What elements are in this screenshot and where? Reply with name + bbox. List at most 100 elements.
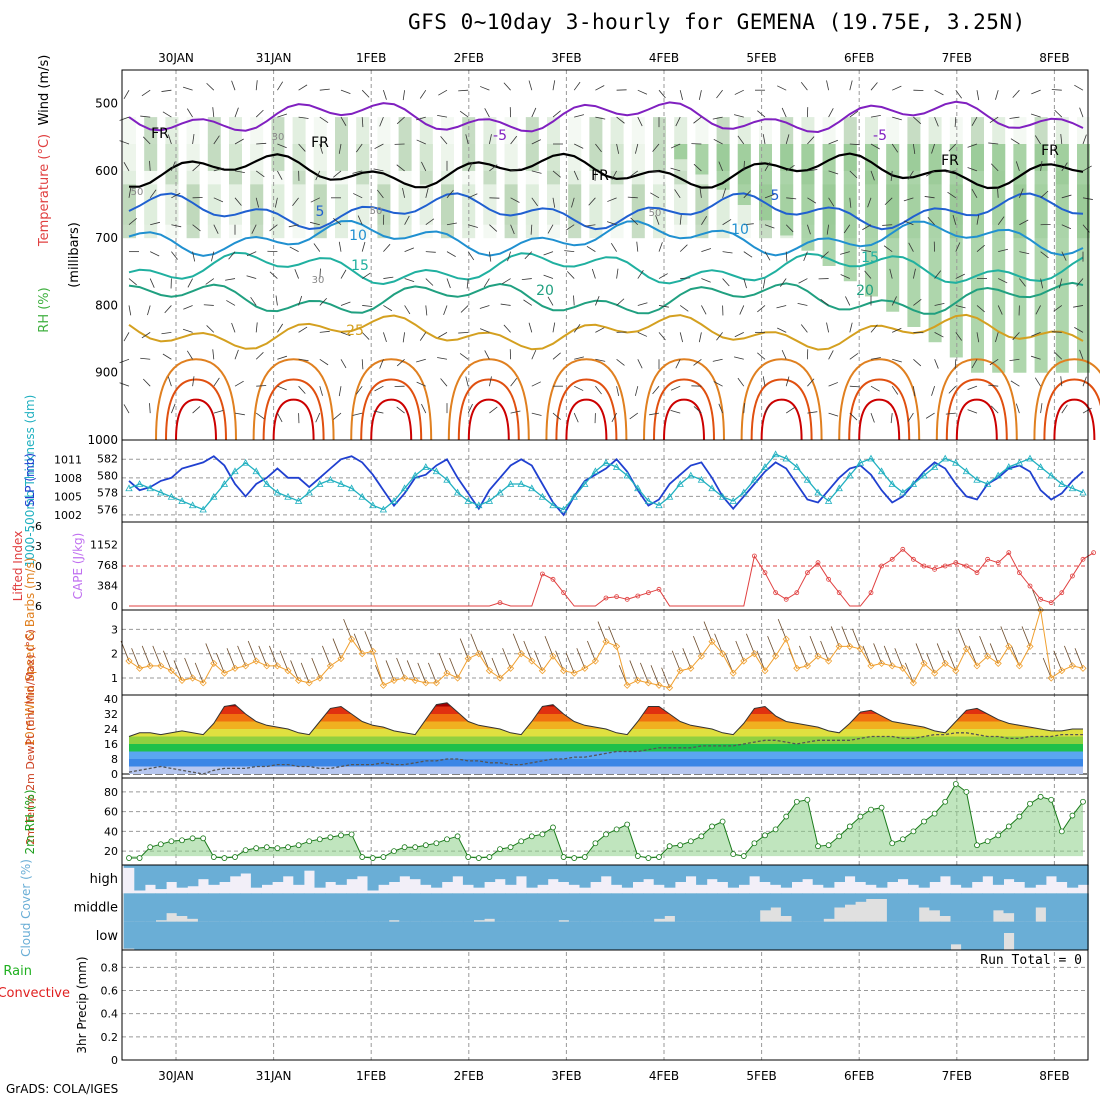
pressure-tick-label: 600 xyxy=(95,164,118,178)
rh-point xyxy=(147,844,154,851)
wind-speed-point xyxy=(623,681,631,689)
rh-point xyxy=(1016,813,1023,820)
rh-point xyxy=(157,841,164,848)
wind-barb xyxy=(128,217,137,226)
wind-barb xyxy=(383,276,394,279)
rh-shade-moist xyxy=(737,144,751,205)
isotherm-line xyxy=(128,219,1084,257)
slp-ylabel: SLP (mb) xyxy=(23,453,37,507)
wind-barb xyxy=(510,410,521,414)
rh-shade-moist xyxy=(801,144,815,251)
wind-speed-point xyxy=(846,642,854,650)
wind-barb xyxy=(595,385,602,395)
thickness-point xyxy=(962,467,971,475)
contour-label: 15 xyxy=(351,258,369,274)
contour-label: FR xyxy=(311,135,329,151)
wind-barb-10m xyxy=(205,643,215,664)
cloud-bar-high xyxy=(664,865,676,888)
thickness-point xyxy=(273,488,282,496)
wind-barb xyxy=(161,89,172,92)
rh-point xyxy=(889,840,896,847)
rh-shade xyxy=(207,184,221,239)
date-label-bottom: 2FEB xyxy=(454,1069,484,1083)
cloud-bar-middle xyxy=(219,893,231,922)
lifted-index-point xyxy=(868,590,874,596)
wind-barb-10m xyxy=(481,650,490,671)
wind-barb xyxy=(383,305,393,312)
wind-barb xyxy=(183,305,193,310)
wind-barb xyxy=(277,113,288,118)
wind-barb xyxy=(147,305,151,316)
cloud-bar-low xyxy=(176,921,188,950)
slp-line xyxy=(128,455,1084,517)
wind-barb xyxy=(1040,251,1049,259)
wind-barb xyxy=(274,197,278,208)
wind-barb xyxy=(171,192,181,199)
wind-barb xyxy=(416,358,426,363)
cloud-bar-middle xyxy=(272,893,284,922)
wind-barb xyxy=(503,82,511,91)
cloud-bar-high xyxy=(982,865,994,877)
date-label-bottom: 5FEB xyxy=(746,1069,776,1083)
wind-barb xyxy=(484,350,490,360)
cloud-bar-middle xyxy=(494,893,506,922)
rh-shade-moist xyxy=(971,144,984,373)
wind-barb xyxy=(460,305,469,313)
dewpoint-line xyxy=(128,732,1083,775)
cloud-bar-high xyxy=(780,865,792,888)
cloud-bar-middle xyxy=(558,893,570,921)
cloud-bar-low xyxy=(1067,921,1079,950)
cloud-bar-middle xyxy=(250,893,262,922)
wind-barb xyxy=(954,359,957,370)
wind-barb xyxy=(564,250,575,253)
thickness-point xyxy=(803,475,812,483)
rh-shade xyxy=(335,184,348,239)
cloud-bar-high xyxy=(844,865,856,877)
contour-label: 50 xyxy=(649,208,662,219)
rh-point xyxy=(179,837,185,844)
cloud-row-label: low xyxy=(96,929,119,944)
cloud-bar-middle xyxy=(855,893,867,902)
wind-barb xyxy=(443,305,448,315)
lifted-index-point xyxy=(603,595,609,601)
wind-barb xyxy=(234,380,244,387)
wind-speed-point xyxy=(931,669,939,677)
rh-point xyxy=(1080,798,1086,805)
wind-barb-10m xyxy=(512,633,522,654)
thickness-point xyxy=(1068,484,1077,492)
wind-barb xyxy=(722,251,733,254)
wind-barb xyxy=(277,355,288,360)
wind-barb xyxy=(679,244,688,252)
wind-barb xyxy=(998,248,1008,253)
cloud-bar-middle xyxy=(1014,893,1026,922)
cloud-bar-low xyxy=(1056,921,1068,950)
wind-barb xyxy=(828,382,839,387)
wind-barb xyxy=(925,170,935,177)
cloud-bar-low xyxy=(166,921,178,950)
wind-speed-point xyxy=(835,642,843,650)
wind-barb-10m xyxy=(279,650,289,671)
cloud-bar-low xyxy=(1003,921,1015,933)
rh-point xyxy=(1037,793,1044,800)
wind-barb-10m xyxy=(1032,589,1041,611)
rh-shade xyxy=(377,184,391,239)
wind-barb xyxy=(446,251,456,257)
wind-barb xyxy=(298,116,309,119)
lifted-index-point xyxy=(1091,550,1096,556)
wind-barb xyxy=(402,187,405,198)
cloud-bar-middle xyxy=(293,893,305,922)
cloud-bar-middle xyxy=(865,893,877,899)
wind-speed-point xyxy=(326,662,334,670)
thickness-point xyxy=(411,471,419,479)
wind-barb xyxy=(187,278,193,288)
wind-barb xyxy=(161,331,172,335)
wind-barb xyxy=(140,357,151,360)
wind-barb xyxy=(1058,278,1063,289)
isotherm-line xyxy=(128,251,1084,286)
cloud-bar-high xyxy=(674,865,686,882)
wind-barb-10m xyxy=(756,650,766,671)
temp-band xyxy=(129,736,1083,744)
wind-speed-point xyxy=(1079,664,1087,672)
wind-speed-point xyxy=(443,669,451,677)
precip-total-label: Total / Rain xyxy=(0,964,32,979)
